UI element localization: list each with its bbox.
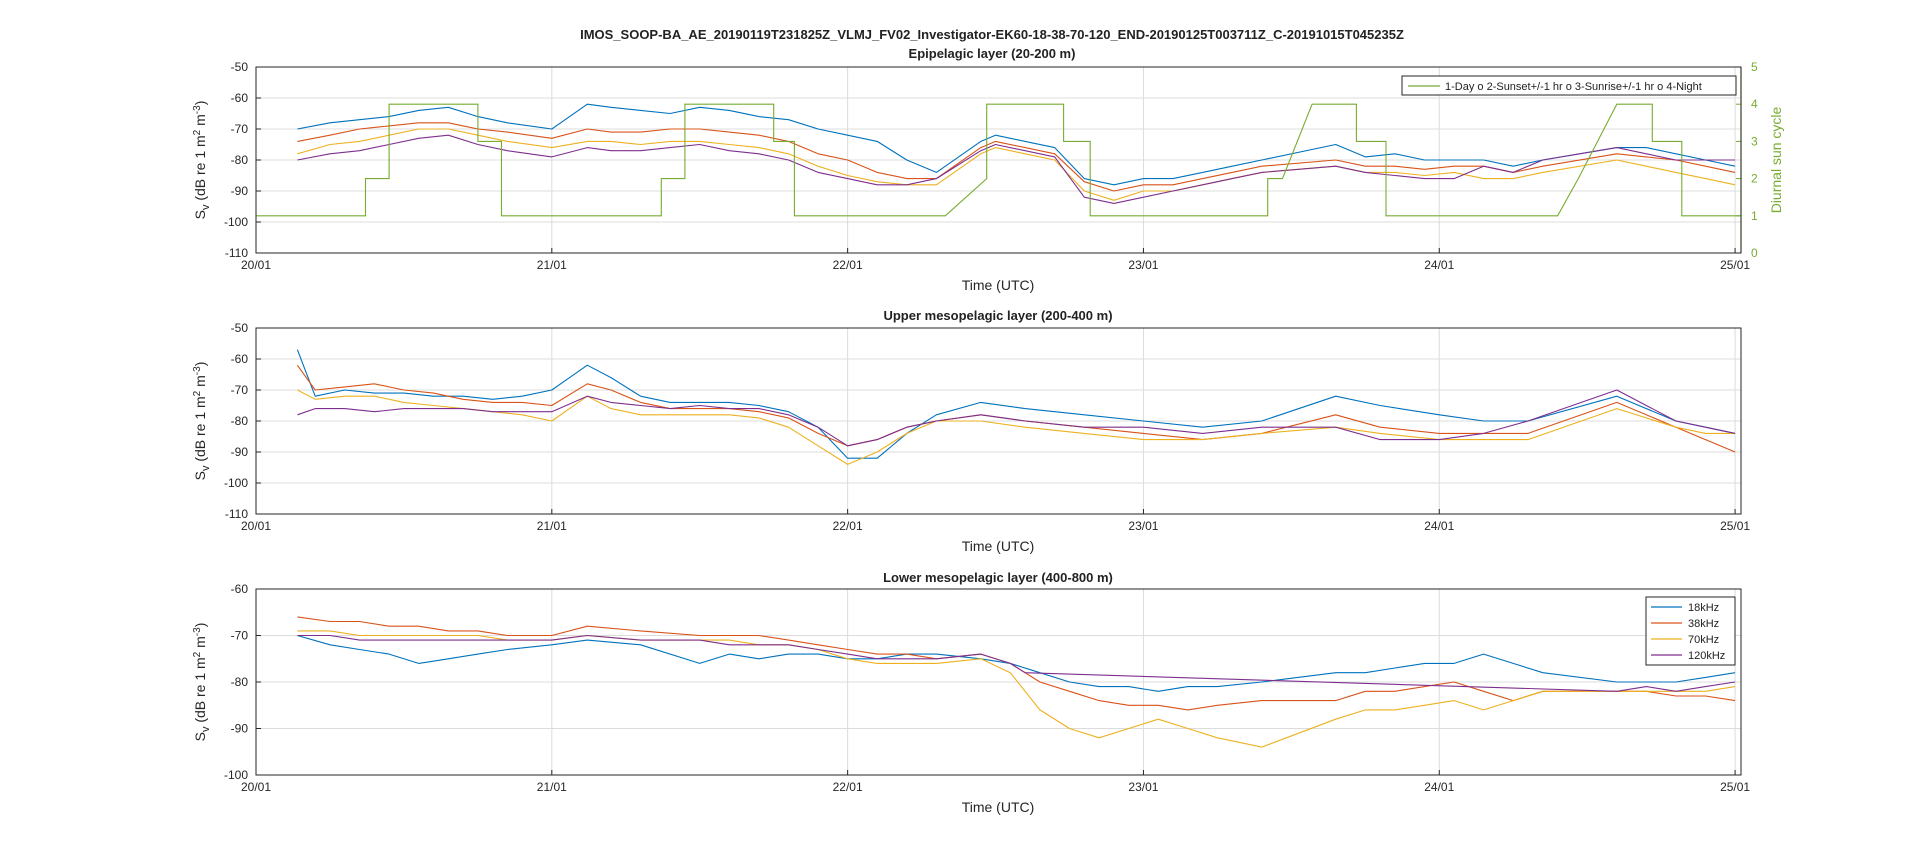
- y-tick-label: -110: [225, 507, 248, 521]
- series-line-120khz: [297, 634, 1736, 692]
- x-axis-label: Time (UTC): [962, 799, 1035, 815]
- panel-lower-mesopelagic: Lower mesopelagic layer (400-800 m) -100…: [192, 570, 1750, 815]
- legend-label-38khz: 38kHz: [1688, 618, 1719, 630]
- y-tick-labels: -110 -100 -90 -80 -70 -60 -50: [224, 321, 248, 521]
- x-tick-label: 22/01: [833, 780, 863, 794]
- series-line-38khz: [297, 122, 1736, 192]
- right-y-tick-label: 0: [1751, 246, 1758, 260]
- plot-frame: [255, 66, 1742, 254]
- series-line-120khz: [297, 389, 1736, 447]
- y-axis-label: Sv (dB re 1 m2 m-3): [192, 101, 212, 220]
- x-tick-label: 21/01: [537, 519, 567, 533]
- y-tick-label: -60: [231, 91, 249, 105]
- right-y-tick-label: 5: [1751, 60, 1758, 74]
- y-tick-label: -80: [231, 675, 249, 689]
- panel-title: Upper mesopelagic layer (200-400 m): [883, 308, 1112, 323]
- x-tick-label: 20/01: [241, 258, 271, 272]
- x-tick-label: 24/01: [1424, 519, 1454, 533]
- legend-label-18khz: 18kHz: [1688, 602, 1719, 614]
- y-tick-labels: -100 -90 -80 -70 -60: [224, 582, 248, 782]
- x-tick-label: 22/01: [833, 519, 863, 533]
- figure-title: IMOS_SOOP-BA_AE_20190119T231825Z_VLMJ_FV…: [580, 27, 1404, 42]
- series-line-18khz: [296, 349, 1736, 459]
- panel-epipelagic: Epipelagic layer (20-200 m) -110-100-90-…: [192, 46, 1784, 293]
- panel-title: Epipelagic layer (20-200 m): [909, 46, 1076, 61]
- y-tick-label: -90: [231, 722, 249, 736]
- plot-frame: [255, 588, 1742, 776]
- right-y-axis-label: Diurnal sun cycle: [1768, 106, 1784, 213]
- plot-frame: [255, 327, 1742, 515]
- y-tick-label: -80: [231, 153, 249, 167]
- y-axis-label: Sv (dB re 1 m2 m-3): [192, 362, 212, 481]
- right-y-tick-label: 4: [1751, 97, 1758, 111]
- legend-label-70khz: 70kHz: [1688, 634, 1719, 646]
- x-tick-labels: 20/01 21/01 22/01 23/01 24/01 25/01: [241, 780, 1750, 794]
- panel-upper-mesopelagic: Upper mesopelagic layer (200-400 m) -110…: [192, 308, 1750, 554]
- right-y-tick-labels: 0 1 2 3 4 5: [1751, 60, 1758, 260]
- y-axis-label: Sv (dB re 1 m2 m-3): [192, 623, 212, 742]
- y-tick-label: -70: [231, 629, 249, 643]
- legend-frequencies: 18kHz 38kHz 70kHz 120kHz: [1645, 596, 1736, 666]
- legend-label-120khz: 120kHz: [1688, 650, 1725, 662]
- y-tick-label: -60: [231, 352, 249, 366]
- x-axis-label: Time (UTC): [962, 277, 1035, 293]
- legend-box: [1645, 596, 1736, 666]
- x-tick-label: 25/01: [1720, 519, 1750, 533]
- x-tick-label: 21/01: [537, 258, 567, 272]
- x-tick-label: 23/01: [1128, 780, 1158, 794]
- series-line-120khz: [297, 134, 1736, 204]
- series-group: [297, 616, 1736, 748]
- y-tick-label: -50: [231, 321, 249, 335]
- x-axis-label: Time (UTC): [962, 538, 1035, 554]
- legend-box: [1401, 75, 1737, 96]
- right-y-tick-label: 1: [1751, 209, 1758, 223]
- x-tick-label: 23/01: [1128, 519, 1158, 533]
- legend-sun: 1-Day o 2-Sunset+/-1 hr o 3-Sunrise+/-1 …: [1401, 75, 1737, 96]
- series-group: [296, 349, 1736, 465]
- x-tick-label: 25/01: [1720, 258, 1750, 272]
- x-tick-label: 24/01: [1424, 780, 1454, 794]
- y-tick-label: -80: [231, 414, 249, 428]
- x-tick-label: 20/01: [241, 780, 271, 794]
- y-tick-label: -60: [231, 582, 249, 596]
- y-tick-label: -110: [225, 246, 248, 260]
- y-tick-label: -50: [231, 60, 249, 74]
- panel-title: Lower mesopelagic layer (400-800 m): [883, 570, 1113, 585]
- x-tick-label: 21/01: [537, 780, 567, 794]
- series-group: [297, 103, 1736, 204]
- y-tick-label: -100: [224, 768, 248, 782]
- right-y-tick-label: 2: [1751, 172, 1758, 186]
- y-tick-label: -100: [224, 215, 248, 229]
- right-y-tick-label: 3: [1751, 134, 1758, 148]
- y-tick-label: -70: [231, 383, 249, 397]
- x-tick-label: 25/01: [1720, 780, 1750, 794]
- y-tick-label: -70: [231, 122, 249, 136]
- sun-cycle-line: [256, 103, 1741, 217]
- y-tick-label: -90: [231, 184, 249, 198]
- x-tick-label: 24/01: [1424, 258, 1454, 272]
- x-tick-labels: 20/01 21/01 22/01 23/01 24/01 25/01: [241, 519, 1750, 533]
- x-tick-labels: 20/01 21/01 22/01 23/01 24/01 25/01: [241, 258, 1750, 272]
- y-tick-label: -100: [224, 476, 248, 490]
- series-line-70khz: [297, 128, 1736, 201]
- x-tick-label: 22/01: [833, 258, 863, 272]
- series-line-38khz: [296, 364, 1736, 453]
- series-line-18khz: [297, 103, 1736, 186]
- legend-label-sun: 1-Day o 2-Sunset+/-1 hr o 3-Sunrise+/-1 …: [1445, 81, 1702, 93]
- x-tick-label: 23/01: [1128, 258, 1158, 272]
- y-tick-label: -90: [231, 445, 249, 459]
- y-tick-labels: -110 -100 -90 -80 -70 -60 -50: [224, 60, 248, 260]
- x-tick-label: 20/01: [241, 519, 271, 533]
